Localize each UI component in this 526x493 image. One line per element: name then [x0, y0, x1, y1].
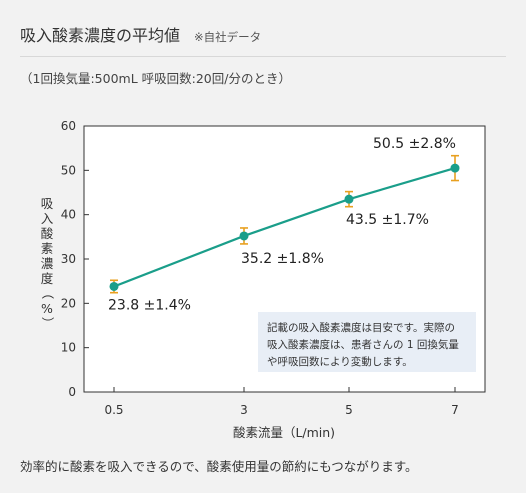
data-label: 35.2 ±1.8% — [241, 251, 324, 267]
x-axis-title: 酸素流量（L/min) — [233, 425, 335, 440]
data-point — [450, 163, 460, 173]
y-axis-title-char: % — [41, 301, 53, 316]
chart-title: 吸入酸素濃度の平均値 ※自社データ — [20, 22, 261, 46]
data-point — [109, 281, 119, 291]
data-label: 43.5 ±1.7% — [346, 212, 429, 228]
y-axis: 0 10 20 30 40 50 60 — [61, 119, 89, 399]
y-tick-label: 30 — [61, 252, 76, 266]
data-source-note: ※自社データ — [194, 30, 262, 44]
x-tick-label: 7 — [451, 403, 459, 417]
y-axis-title-char: ） — [40, 317, 55, 330]
x-tick-label: 0.5 — [104, 403, 123, 417]
y-axis-title-char: 素 — [41, 241, 54, 256]
series-line-group: 23.8 ±1.4% 35.2 ±1.8% 43.5 ±1.7% 50.5 ±2.8% — [108, 136, 460, 313]
y-axis-title: 吸入酸素濃度（%） — [40, 196, 55, 329]
x-tick-label: 3 — [240, 403, 248, 417]
annotation-line: 吸入酸素濃度は、患者さんの 1 回換気量 — [267, 338, 459, 351]
annotation-box — [258, 312, 476, 372]
chart-subtitle: （1回換気量:500mL 呼吸回数:20回/分のとき） — [20, 71, 291, 86]
y-axis-title-char: （ — [40, 287, 55, 300]
footer-note: 効率的に酸素を吸入できるので、酸素使用量の節約にもつながります。 — [20, 459, 418, 474]
y-tick-label: 0 — [68, 385, 76, 399]
x-tick-label: 5 — [345, 403, 353, 417]
y-axis-title-char: 度 — [41, 271, 54, 286]
y-axis-title-char: 吸 — [41, 196, 54, 211]
annotation-line: 記載の吸入酸素濃度は目安です。実際の — [267, 321, 455, 334]
y-axis-title-char: 入 — [41, 211, 54, 226]
x-axis: 0.5 3 5 7 — [104, 387, 459, 417]
y-tick-label: 40 — [61, 208, 76, 222]
chart-title-text: 吸入酸素濃度の平均値 — [20, 26, 181, 45]
y-tick-label: 60 — [61, 119, 76, 133]
data-point — [239, 231, 249, 241]
y-tick-label: 10 — [61, 341, 76, 355]
data-label: 50.5 ±2.8% — [373, 136, 456, 152]
annotation-line: や呼吸回数により変動します。 — [267, 355, 413, 368]
data-point — [344, 194, 354, 204]
y-axis-title-char: 酸 — [41, 226, 54, 241]
series-line — [113, 167, 456, 288]
title-divider — [20, 56, 506, 57]
y-tick-label: 50 — [61, 163, 76, 177]
y-axis-title-char: 濃 — [41, 256, 54, 271]
y-tick-label: 20 — [61, 296, 76, 310]
data-label: 23.8 ±1.4% — [108, 297, 191, 313]
